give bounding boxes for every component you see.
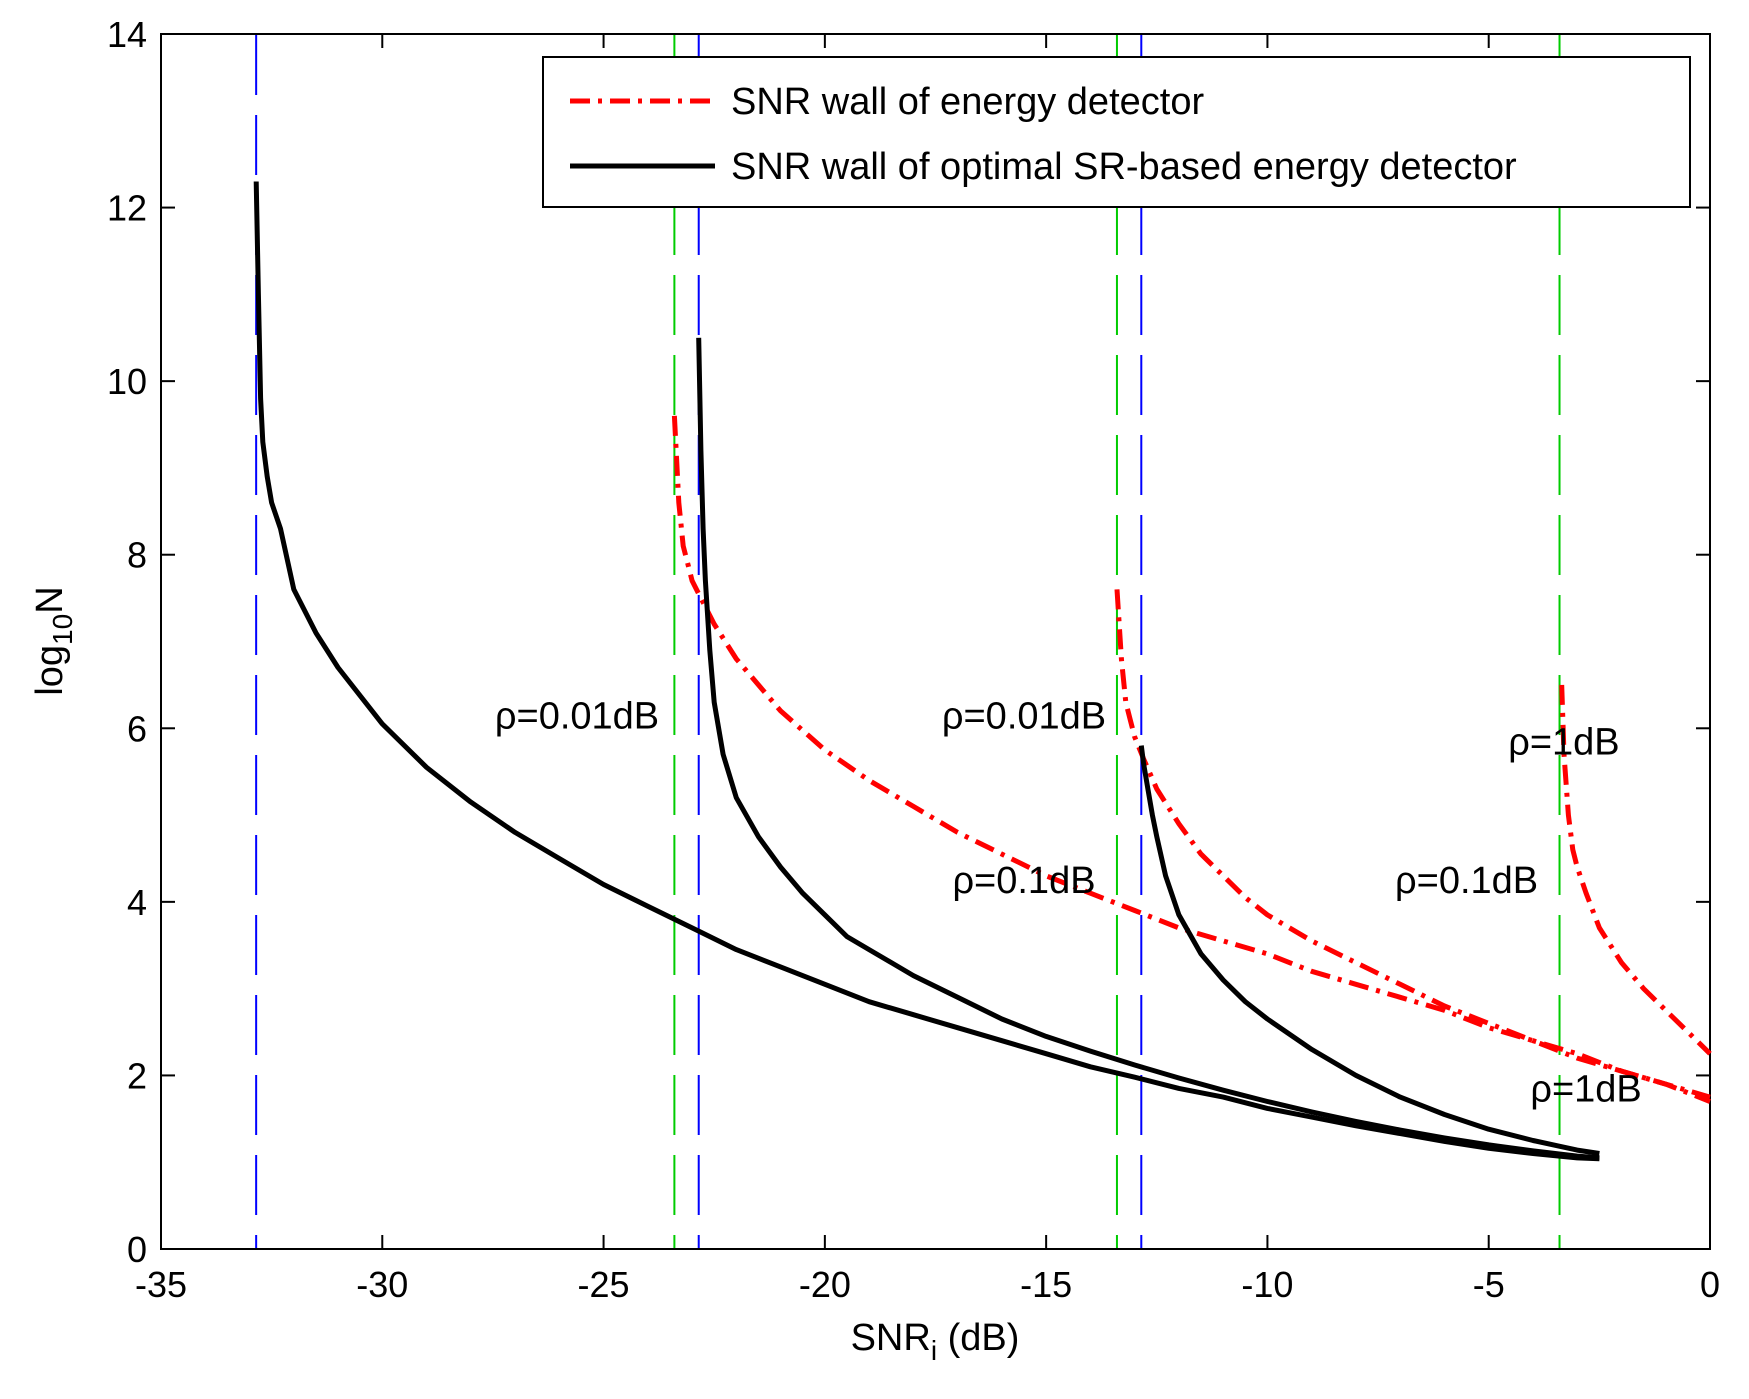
legend: SNR wall of energy detector SNR wall of … xyxy=(542,56,1691,208)
y-tick-label-1: 2 xyxy=(127,1055,147,1096)
annotation-3: ρ=0.1dB xyxy=(1395,860,1538,902)
legend-label-sr-detector: SNR wall of optimal SR-based energy dete… xyxy=(731,146,1517,188)
x-tick-label-6: -5 xyxy=(1473,1264,1505,1305)
y-tick-label-2: 4 xyxy=(127,882,147,923)
y-axis-label: log10N xyxy=(29,586,78,695)
plot-area xyxy=(160,33,1711,1250)
legend-box xyxy=(542,56,1691,208)
series-group xyxy=(253,181,1712,1162)
x-tick-label-7: 0 xyxy=(1700,1264,1720,1305)
annotation-1: ρ=0.01dB xyxy=(942,695,1106,737)
legend-label-energy-detector: SNR wall of energy detector xyxy=(731,81,1204,123)
x-tick-label-4: -15 xyxy=(1020,1264,1072,1305)
y-tick-label-0: 0 xyxy=(127,1229,147,1270)
annotation-2: ρ=0.1dB xyxy=(952,860,1095,902)
series-line-5 xyxy=(1138,745,1600,1156)
x-tick-label-5: -10 xyxy=(1241,1264,1293,1305)
x-tick-label-3: -20 xyxy=(799,1264,851,1305)
vertical-reference-lines xyxy=(255,35,1561,1248)
series-line-4 xyxy=(696,337,1600,1161)
annotation-4: ρ=1dB xyxy=(1508,721,1619,763)
y-tick-label-6: 12 xyxy=(107,188,147,229)
x-tick-label-1: -30 xyxy=(356,1264,408,1305)
x-tick-label-2: -25 xyxy=(578,1264,630,1305)
x-axis-label: SNRi (dB) xyxy=(851,1317,1020,1366)
series-line-3 xyxy=(253,181,1600,1162)
annotations: ρ=0.01dB ρ=0.01dB ρ=0.1dB ρ=0.1dB ρ=1dB ρ=1dB xyxy=(495,695,1642,1110)
y-tick-label-5: 10 xyxy=(107,361,147,402)
annotation-0: ρ=0.01dB xyxy=(495,695,659,737)
axis-ticks: -35 -30 -25 -20 -15 -10 -5 0 0 2 4 6 8 10 12 14 xyxy=(107,14,1720,1305)
series-line-1 xyxy=(1114,589,1711,1104)
annotation-5: ρ=1dB xyxy=(1530,1068,1641,1110)
series-line-2 xyxy=(1559,684,1712,1056)
y-tick-label-4: 8 xyxy=(127,535,147,576)
y-tick-label-3: 6 xyxy=(127,708,147,749)
y-tick-label-7: 14 xyxy=(107,14,147,55)
x-tick-label-0: -35 xyxy=(135,1264,187,1305)
